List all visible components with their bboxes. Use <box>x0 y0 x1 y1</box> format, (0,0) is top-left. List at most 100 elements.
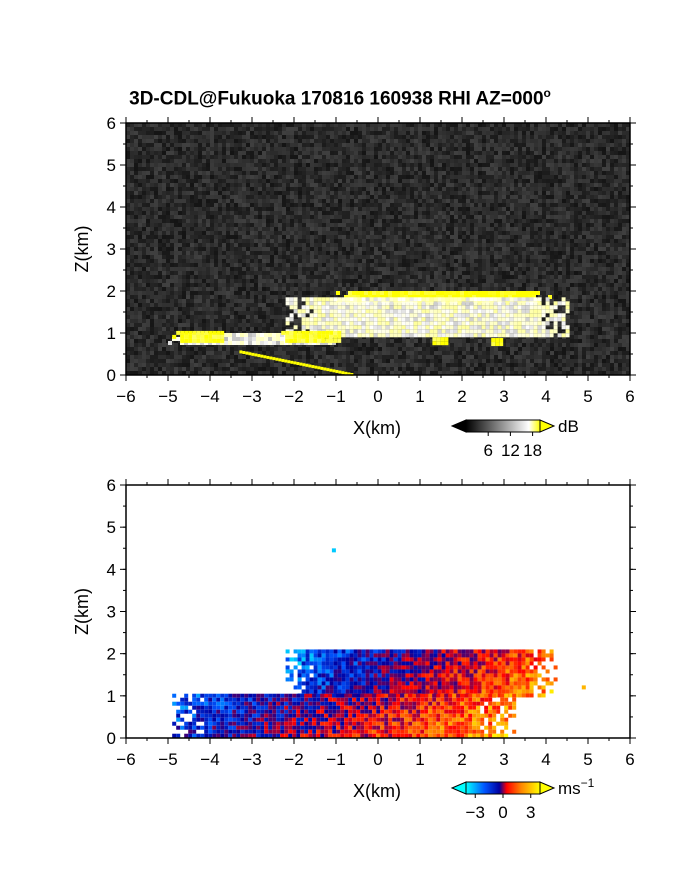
data-pixel <box>337 673 342 678</box>
data-pixel <box>345 661 350 666</box>
data-pixel <box>357 301 362 306</box>
data-pixel <box>264 717 269 722</box>
data-pixel <box>266 355 270 359</box>
data-pixel <box>433 649 438 654</box>
data-pixel <box>468 725 473 730</box>
data-pixel <box>325 317 330 322</box>
data-pixel <box>348 295 352 299</box>
data-pixel <box>312 701 317 706</box>
data-pixel <box>440 701 445 706</box>
data-pixel <box>260 725 265 730</box>
data-pixel <box>433 305 438 310</box>
data-pixel <box>369 689 374 694</box>
data-pixel <box>425 649 430 654</box>
data-pixel <box>469 329 474 334</box>
data-pixel <box>313 321 318 326</box>
data-pixel <box>525 649 530 654</box>
data-pixel <box>545 321 550 326</box>
data-pixel <box>408 291 412 295</box>
data-pixel <box>565 325 570 330</box>
data-pixel <box>384 291 388 295</box>
data-pixel <box>349 649 354 654</box>
data-pixel <box>397 665 402 670</box>
data-pixel <box>469 333 474 338</box>
data-pixel <box>368 295 372 299</box>
data-pixel <box>280 725 285 730</box>
data-pixel <box>481 681 486 686</box>
data-pixel <box>420 713 425 718</box>
data-pixel <box>425 301 430 306</box>
data-pixel <box>340 709 345 714</box>
data-pixel <box>204 697 209 702</box>
data-pixel <box>424 721 429 726</box>
data-pixel <box>208 338 213 343</box>
data-pixel <box>412 729 417 734</box>
data-pixel <box>300 721 305 726</box>
data-pixel <box>180 709 185 714</box>
data-pixel <box>445 297 450 302</box>
data-pixel <box>337 334 342 339</box>
data-pixel <box>429 677 434 682</box>
data-pixel <box>504 295 508 299</box>
data-pixel <box>537 313 542 318</box>
data-pixel <box>333 665 338 670</box>
data-pixel <box>292 705 297 710</box>
data-pixel <box>448 713 453 718</box>
data-pixel <box>489 325 494 330</box>
data-pixel <box>356 721 361 726</box>
data-pixel <box>537 649 542 654</box>
data-pixel <box>428 733 433 738</box>
data-pixel <box>425 681 430 686</box>
data-pixel <box>472 733 477 738</box>
data-pixel <box>297 677 302 682</box>
data-pixel <box>389 657 394 662</box>
data-pixel <box>276 705 281 710</box>
data-pixel <box>509 661 514 666</box>
data-pixel <box>541 329 546 334</box>
data-pixel <box>305 309 310 314</box>
data-pixel <box>349 313 354 318</box>
data-pixel <box>365 313 370 318</box>
data-pixel <box>489 669 494 674</box>
colorbar-bar <box>465 781 541 795</box>
data-pixel <box>272 709 277 714</box>
data-pixel <box>417 661 422 666</box>
data-pixel <box>449 297 454 302</box>
data-pixel <box>316 717 321 722</box>
data-pixel <box>184 330 189 335</box>
data-pixel <box>285 301 290 306</box>
data-pixel <box>541 305 546 310</box>
data-pixel <box>361 689 366 694</box>
data-pixel <box>392 693 397 698</box>
data-pixel <box>333 309 338 314</box>
data-pixel <box>581 685 586 690</box>
data-pixel <box>412 713 417 718</box>
data-pixel <box>485 317 490 322</box>
data-pixel <box>525 317 530 322</box>
data-pixel <box>405 313 410 318</box>
data-pixel <box>285 330 290 335</box>
data-pixel <box>285 338 290 343</box>
data-pixel <box>437 325 442 330</box>
data-pixel <box>373 661 378 666</box>
data-pixel <box>444 701 449 706</box>
data-pixel <box>252 693 257 698</box>
data-pixel <box>385 333 390 338</box>
data-pixel <box>365 673 370 678</box>
data-pixel <box>416 717 421 722</box>
y-tick-label: 1 <box>107 324 116 343</box>
data-pixel <box>452 705 457 710</box>
data-pixel <box>421 653 426 658</box>
data-pixel <box>465 333 470 338</box>
data-pixel <box>433 685 438 690</box>
data-pixel <box>429 317 434 322</box>
data-pixel <box>220 725 225 730</box>
data-pixel <box>521 677 526 682</box>
data-pixel <box>425 329 430 334</box>
data-pixel <box>325 665 330 670</box>
data-pixel <box>264 729 269 734</box>
data-pixel <box>256 693 261 698</box>
data-pixel <box>304 729 309 734</box>
data-pixel <box>352 705 357 710</box>
data-pixel <box>360 717 365 722</box>
